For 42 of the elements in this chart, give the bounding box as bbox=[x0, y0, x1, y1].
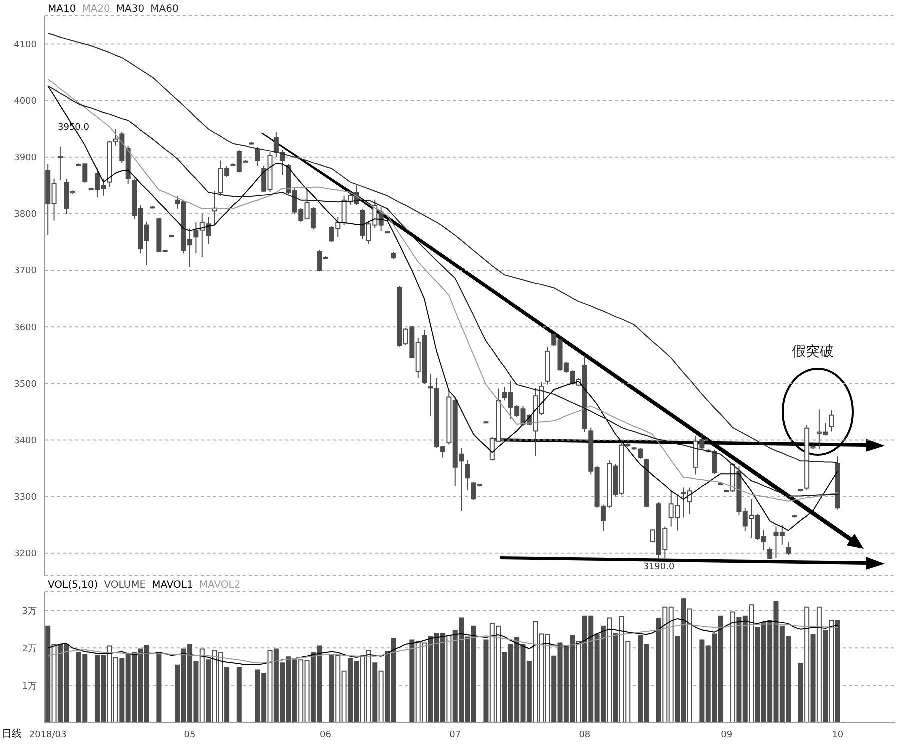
candlestick bbox=[786, 542, 792, 556]
candlestick bbox=[274, 132, 279, 158]
y-tick-label: 2万 bbox=[22, 644, 37, 654]
y-tick-label: 3500 bbox=[14, 380, 38, 390]
text: MAVOL2 bbox=[199, 580, 241, 590]
y-tick-label: 3800 bbox=[14, 210, 38, 220]
x-tick-label: 09 bbox=[721, 730, 733, 740]
text: 日线 bbox=[2, 728, 22, 741]
chart-title: VOL(5,10) bbox=[48, 580, 98, 590]
text: MA20 bbox=[82, 4, 110, 14]
x-tick-label: 08 bbox=[579, 730, 591, 740]
y-tick-label: 4000 bbox=[14, 97, 38, 108]
text: MA30 bbox=[116, 4, 145, 14]
x-tick-label: 10 bbox=[832, 730, 844, 740]
y-tick-label: 3200 bbox=[14, 550, 38, 560]
candlestick bbox=[465, 460, 470, 492]
candlestick bbox=[255, 146, 260, 166]
candlestick bbox=[58, 146, 63, 182]
bar bbox=[236, 667, 242, 723]
x-tick-label: 2018/03 bbox=[29, 730, 67, 740]
candlestick bbox=[280, 150, 286, 176]
annotation: 假突破 bbox=[792, 343, 834, 361]
candlestick bbox=[829, 410, 834, 432]
y-tick-label: 3300 bbox=[14, 493, 38, 504]
x-tick-label: 07 bbox=[450, 730, 462, 740]
y-tick-label: 3600 bbox=[14, 323, 38, 334]
bar bbox=[156, 652, 162, 723]
y-tick-label: 1万 bbox=[22, 682, 37, 692]
x-tick-label: 05 bbox=[184, 730, 196, 740]
y-tick-label: 3400 bbox=[14, 436, 38, 446]
y-tick-label: 3700 bbox=[14, 266, 38, 277]
line-series bbox=[48, 33, 838, 464]
x-tick-label: 06 bbox=[320, 730, 332, 740]
annotation: 3190.0 bbox=[643, 562, 675, 572]
text: MAVOL1 bbox=[152, 580, 194, 590]
text: MA60 bbox=[150, 4, 179, 14]
y-tick-label: 3万 bbox=[22, 606, 37, 617]
y-tick-label: 3900 bbox=[14, 154, 38, 164]
text: MA10 bbox=[48, 4, 76, 14]
y-tick-label: 4100 bbox=[14, 40, 38, 50]
text: VOLUME bbox=[104, 580, 146, 590]
candlestick bbox=[428, 374, 434, 417]
